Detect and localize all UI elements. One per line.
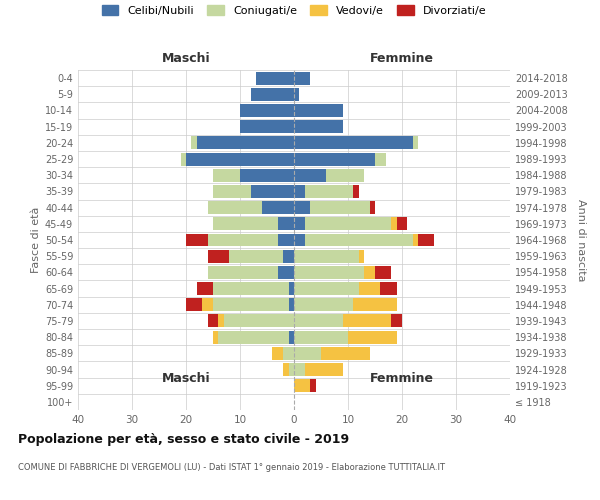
Bar [218, 330, 289, 344]
Bar [294, 347, 321, 360]
Bar [305, 218, 391, 230]
Bar [208, 250, 229, 262]
Y-axis label: Anni di nascita: Anni di nascita [576, 198, 586, 281]
Bar [294, 185, 305, 198]
Bar [278, 218, 294, 230]
Bar [283, 347, 294, 360]
Bar [213, 282, 289, 295]
Bar [294, 136, 413, 149]
Bar [343, 314, 391, 328]
Bar [186, 298, 202, 311]
Bar [240, 169, 294, 181]
Bar [353, 185, 359, 198]
Bar [208, 314, 218, 328]
Bar [186, 152, 294, 166]
Bar [240, 120, 294, 133]
Bar [294, 104, 343, 117]
Bar [229, 250, 283, 262]
Bar [294, 363, 305, 376]
Bar [391, 314, 402, 328]
Bar [310, 379, 316, 392]
Bar [186, 234, 208, 246]
Bar [294, 298, 353, 311]
Bar [289, 282, 294, 295]
Bar [278, 234, 294, 246]
Bar [375, 266, 391, 279]
Bar [294, 218, 305, 230]
Bar [218, 314, 224, 328]
Bar [397, 218, 407, 230]
Bar [289, 330, 294, 344]
Y-axis label: Fasce di età: Fasce di età [31, 207, 41, 273]
Bar [294, 282, 359, 295]
Bar [208, 266, 278, 279]
Text: Maschi: Maschi [161, 52, 211, 65]
Bar [213, 298, 289, 311]
Bar [278, 266, 294, 279]
Bar [256, 72, 294, 85]
Bar [251, 185, 294, 198]
Bar [391, 218, 397, 230]
Bar [181, 152, 186, 166]
Bar [353, 298, 397, 311]
Text: Maschi: Maschi [161, 372, 211, 385]
Bar [305, 234, 413, 246]
Bar [294, 266, 364, 279]
Bar [310, 201, 370, 214]
Bar [283, 250, 294, 262]
Bar [413, 234, 418, 246]
Bar [208, 234, 278, 246]
Bar [289, 363, 294, 376]
Bar [418, 234, 434, 246]
Bar [305, 363, 343, 376]
Text: COMUNE DI FABBRICHE DI VERGEMOLI (LU) - Dati ISTAT 1° gennaio 2019 - Elaborazion: COMUNE DI FABBRICHE DI VERGEMOLI (LU) - … [18, 462, 445, 471]
Bar [294, 169, 326, 181]
Bar [294, 379, 310, 392]
Bar [208, 201, 262, 214]
Bar [294, 314, 343, 328]
Bar [413, 136, 418, 149]
Bar [321, 347, 370, 360]
Bar [294, 234, 305, 246]
Bar [213, 330, 218, 344]
Bar [294, 330, 348, 344]
Bar [213, 169, 240, 181]
Bar [272, 347, 283, 360]
Bar [364, 266, 375, 279]
Bar [251, 88, 294, 101]
Bar [370, 201, 375, 214]
Text: Femmine: Femmine [370, 372, 434, 385]
Bar [375, 152, 386, 166]
Bar [326, 169, 364, 181]
Bar [240, 104, 294, 117]
Bar [294, 201, 310, 214]
Bar [294, 250, 359, 262]
Bar [283, 363, 289, 376]
Bar [262, 201, 294, 214]
Bar [191, 136, 197, 149]
Bar [289, 298, 294, 311]
Bar [197, 282, 213, 295]
Bar [294, 72, 310, 85]
Bar [359, 250, 364, 262]
Bar [224, 314, 294, 328]
Bar [202, 298, 213, 311]
Text: Femmine: Femmine [370, 52, 434, 65]
Bar [213, 185, 251, 198]
Bar [380, 282, 397, 295]
Bar [213, 218, 278, 230]
Bar [294, 152, 375, 166]
Bar [294, 120, 343, 133]
Text: Popolazione per età, sesso e stato civile - 2019: Popolazione per età, sesso e stato civil… [18, 432, 349, 446]
Bar [197, 136, 294, 149]
Bar [359, 282, 380, 295]
Bar [294, 88, 299, 101]
Legend: Celibi/Nubili, Coniugati/e, Vedovi/e, Divorziati/e: Celibi/Nubili, Coniugati/e, Vedovi/e, Di… [97, 1, 491, 20]
Bar [305, 185, 353, 198]
Bar [348, 330, 397, 344]
